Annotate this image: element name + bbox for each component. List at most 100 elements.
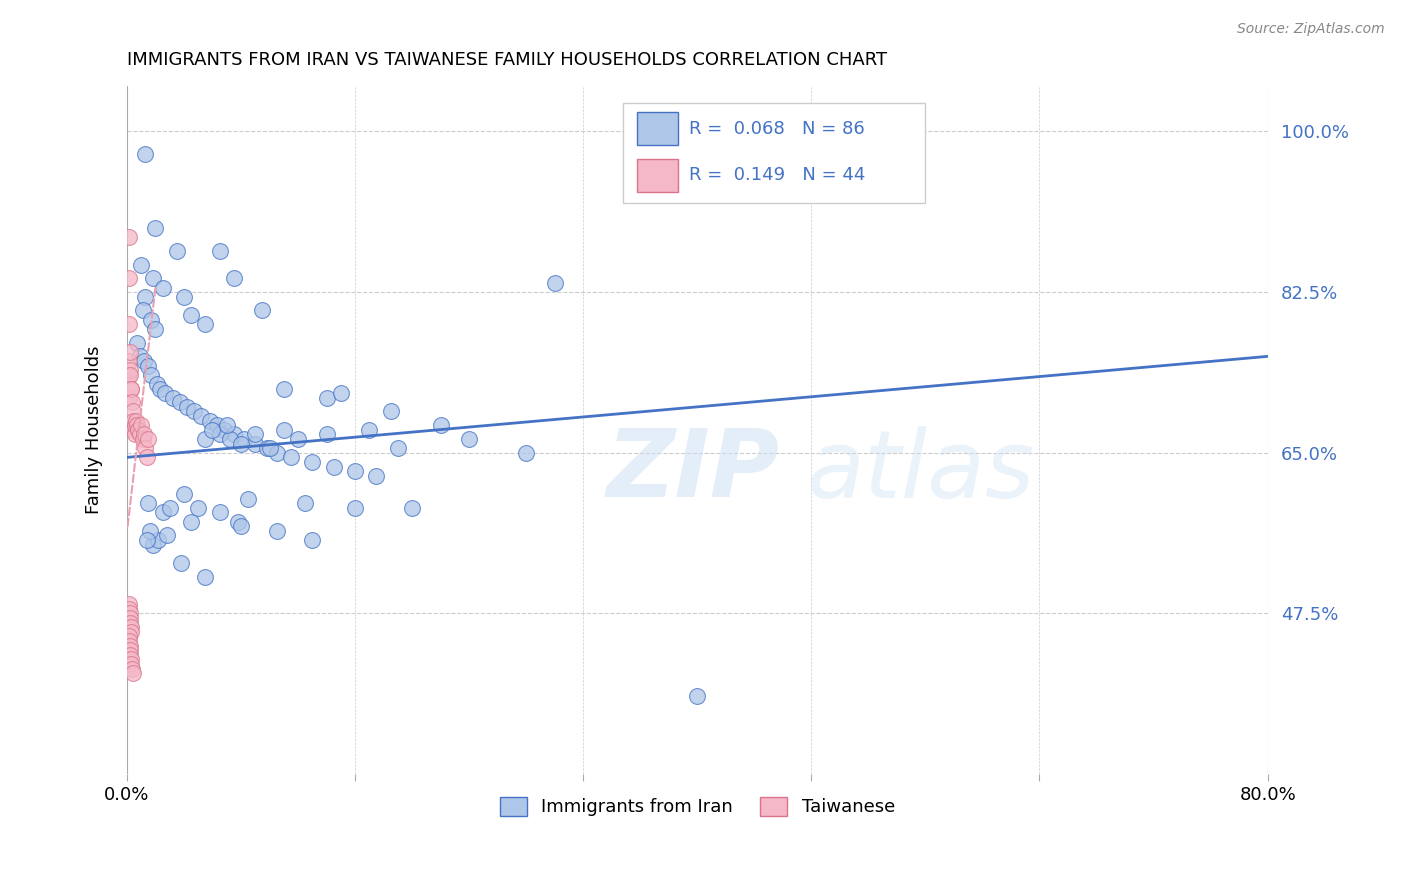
Point: [132, 354, 155, 368]
Point: [294, 496, 316, 510]
Point: [229, 519, 252, 533]
Point: [315, 427, 337, 442]
Point: [236, 491, 259, 506]
Point: [315, 391, 337, 405]
Point: [127, 423, 149, 437]
Point: [301, 455, 323, 469]
Point: [429, 418, 451, 433]
Point: [124, 418, 146, 433]
Point: [120, 648, 142, 662]
Point: [187, 500, 209, 515]
Point: [280, 450, 302, 465]
Point: [686, 689, 709, 703]
Point: [120, 624, 142, 639]
Point: [344, 500, 367, 515]
Point: [218, 432, 240, 446]
Point: [120, 382, 142, 396]
Point: [124, 427, 146, 442]
Point: [142, 538, 165, 552]
Point: [359, 423, 381, 437]
Point: [136, 432, 159, 446]
Point: [190, 409, 212, 423]
Point: [135, 450, 157, 465]
Point: [141, 368, 163, 382]
Point: [208, 427, 231, 442]
Point: [145, 322, 167, 336]
Point: [222, 427, 245, 442]
Text: atlas: atlas: [806, 425, 1033, 516]
Point: [145, 220, 167, 235]
Point: [122, 423, 145, 437]
Point: [149, 382, 172, 396]
Point: [401, 500, 423, 515]
Point: [127, 423, 149, 437]
Point: [118, 607, 141, 621]
Point: [131, 432, 153, 446]
Point: [205, 418, 228, 433]
Point: [125, 414, 148, 428]
Point: [515, 446, 537, 460]
Point: [170, 556, 193, 570]
Point: [142, 271, 165, 285]
Y-axis label: Family Households: Family Households: [86, 345, 103, 514]
Point: [118, 344, 141, 359]
Point: [120, 652, 142, 666]
Point: [252, 303, 274, 318]
Point: [118, 230, 141, 244]
Point: [208, 244, 231, 258]
Point: [134, 290, 156, 304]
Point: [287, 432, 309, 446]
Point: [544, 276, 567, 290]
Point: [173, 290, 195, 304]
Point: [121, 666, 143, 681]
Point: [180, 308, 202, 322]
Point: [134, 147, 156, 161]
Text: R =  0.149   N = 44: R = 0.149 N = 44: [689, 166, 866, 184]
Point: [273, 423, 295, 437]
Point: [273, 382, 295, 396]
Point: [146, 376, 169, 391]
Text: IMMIGRANTS FROM IRAN VS TAIWANESE FAMILY HOUSEHOLDS CORRELATION CHART: IMMIGRANTS FROM IRAN VS TAIWANESE FAMILY…: [127, 51, 887, 69]
Point: [322, 459, 344, 474]
Point: [366, 468, 388, 483]
Point: [198, 414, 221, 428]
Point: [132, 427, 155, 442]
Point: [136, 359, 159, 373]
Text: R =  0.068   N = 86: R = 0.068 N = 86: [689, 120, 865, 138]
Point: [180, 515, 202, 529]
Point: [208, 505, 231, 519]
Point: [194, 570, 217, 584]
Point: [121, 661, 143, 675]
Point: [215, 418, 238, 433]
Point: [120, 620, 142, 634]
Point: [194, 317, 217, 331]
Point: [226, 515, 249, 529]
Point: [118, 629, 141, 643]
Point: [118, 634, 141, 648]
Point: [120, 657, 142, 671]
Point: [118, 271, 141, 285]
Point: [118, 363, 141, 377]
Point: [159, 500, 181, 515]
Point: [458, 432, 481, 446]
Point: [266, 446, 288, 460]
Point: [120, 382, 142, 396]
Point: [120, 611, 142, 625]
Point: [121, 404, 143, 418]
Point: [121, 395, 143, 409]
Point: [152, 505, 174, 519]
Point: [152, 280, 174, 294]
Point: [128, 350, 150, 364]
Point: [118, 368, 141, 382]
Point: [125, 335, 148, 350]
Point: [183, 404, 205, 418]
Point: [256, 441, 278, 455]
Text: Source: ZipAtlas.com: Source: ZipAtlas.com: [1237, 22, 1385, 37]
Point: [162, 391, 184, 405]
Point: [301, 533, 323, 547]
Point: [155, 386, 177, 401]
Point: [148, 533, 170, 547]
Point: [128, 427, 150, 442]
Point: [134, 441, 156, 455]
Point: [129, 418, 152, 433]
